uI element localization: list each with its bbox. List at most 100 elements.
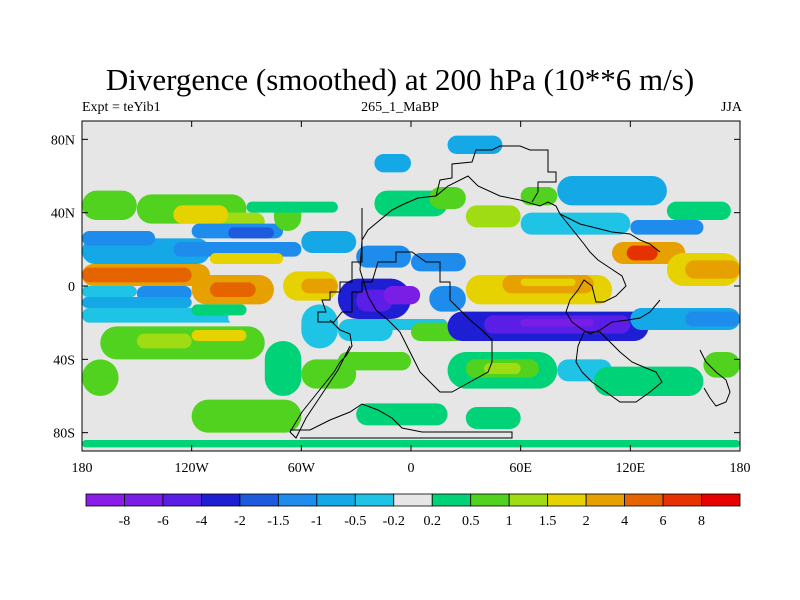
colorbar-label: 6 bbox=[660, 514, 667, 529]
antarctica-coastline bbox=[290, 403, 513, 439]
colorbar-label: -2 bbox=[234, 514, 246, 529]
asia-south-coastline bbox=[559, 213, 661, 335]
colorbar-swatch bbox=[585, 493, 625, 507]
contour-region bbox=[337, 352, 411, 371]
contour-region bbox=[82, 190, 137, 220]
colorbar-swatch bbox=[85, 493, 125, 507]
contour-region bbox=[356, 245, 411, 268]
contour-region bbox=[228, 308, 302, 327]
run-label: 265_1_MaBP bbox=[361, 100, 439, 115]
contour-region bbox=[383, 286, 421, 305]
y-tick-label: 40S bbox=[53, 353, 75, 368]
contour-region bbox=[626, 245, 658, 261]
colorbar-label: -0.2 bbox=[383, 514, 405, 529]
colorbar-swatch bbox=[162, 493, 202, 507]
colorbar-label: 1.5 bbox=[539, 514, 557, 529]
colorbar-label: -8 bbox=[119, 514, 131, 529]
contour-region bbox=[447, 135, 503, 154]
colorbar-label: -6 bbox=[157, 514, 169, 529]
eurasia-north-coastline bbox=[435, 145, 557, 203]
colorbar-label: -1.5 bbox=[267, 514, 289, 529]
africa-europe-coastline bbox=[317, 175, 661, 393]
contour-region bbox=[557, 176, 667, 206]
contour-region bbox=[82, 440, 740, 448]
colorbar-label: -0.5 bbox=[344, 514, 366, 529]
contour-region bbox=[593, 366, 704, 396]
y-tick-label: 40N bbox=[51, 207, 75, 222]
colorbar-swatch bbox=[662, 493, 702, 507]
colorbar-swatch bbox=[124, 493, 164, 507]
x-tick-label: 60E bbox=[509, 461, 532, 476]
contour-region bbox=[374, 154, 411, 173]
contour-region bbox=[465, 407, 521, 429]
contour-region bbox=[191, 399, 302, 433]
y-tick-label: 0 bbox=[68, 280, 75, 295]
contour-region bbox=[685, 311, 740, 327]
contour-region bbox=[429, 286, 466, 312]
contour-region bbox=[82, 297, 192, 308]
contour-region bbox=[703, 352, 740, 378]
colorbar-label: 1 bbox=[506, 514, 513, 529]
colorbar-swatch bbox=[624, 493, 664, 507]
contour-region bbox=[136, 333, 192, 349]
contour-region bbox=[301, 304, 338, 349]
colorbar-swatch bbox=[201, 493, 241, 507]
chart-title: Divergence (smoothed) at 200 hPa (10**6 … bbox=[105, 62, 695, 97]
experiment-label: Expt = teYib1 bbox=[82, 100, 161, 115]
colorbar-swatch bbox=[508, 493, 549, 507]
contour-region bbox=[191, 330, 247, 341]
colorbar-swatch bbox=[239, 493, 279, 507]
x-tick-label: 120W bbox=[175, 461, 210, 476]
contour-region bbox=[264, 341, 302, 396]
x-tick-label: 120E bbox=[616, 461, 646, 476]
x-tick-label: 180 bbox=[730, 461, 751, 476]
colorbar-label: 8 bbox=[698, 514, 705, 529]
contour-region bbox=[191, 304, 247, 316]
season-label: JJA bbox=[720, 100, 742, 115]
contour-region bbox=[520, 187, 558, 206]
contour-region bbox=[429, 187, 466, 209]
y-tick-label: 80S bbox=[53, 427, 75, 442]
contour-region bbox=[465, 205, 521, 228]
contour-region bbox=[82, 231, 156, 246]
colorbar-label: 2 bbox=[583, 514, 590, 529]
contour-region bbox=[520, 212, 631, 235]
contour-region bbox=[356, 403, 448, 426]
x-tick-label: 180 bbox=[72, 461, 93, 476]
south-america-coastline bbox=[289, 319, 353, 439]
colorbar-swatch bbox=[470, 493, 510, 507]
pacific-islands-coastline bbox=[699, 349, 731, 407]
colorbar-label: -1 bbox=[311, 514, 323, 529]
colorbar-label: 0.2 bbox=[423, 514, 441, 529]
x-tick-label: 60W bbox=[288, 461, 316, 476]
contour-region bbox=[685, 260, 740, 279]
contour-region bbox=[520, 278, 576, 286]
contour-region bbox=[82, 286, 137, 297]
contour-region bbox=[666, 201, 731, 220]
contour-region bbox=[209, 282, 256, 297]
contour-region bbox=[301, 278, 338, 294]
contour-region bbox=[301, 231, 357, 253]
contour-region bbox=[82, 359, 119, 396]
colorbar-swatch bbox=[354, 493, 395, 507]
contour-region bbox=[630, 220, 704, 235]
contour-region bbox=[484, 363, 521, 374]
contour-region bbox=[246, 201, 338, 213]
contour-region bbox=[520, 319, 594, 327]
colorbar-swatch bbox=[316, 493, 356, 507]
colorbar-swatch bbox=[393, 493, 433, 507]
colorbar-swatch bbox=[277, 493, 318, 507]
contour-region bbox=[228, 227, 274, 239]
australia-coastline bbox=[575, 331, 663, 403]
x-tick-label: 0 bbox=[408, 461, 415, 476]
colorbar-label: 4 bbox=[621, 514, 628, 529]
colorbar-label: -4 bbox=[196, 514, 208, 529]
colorbar-swatch bbox=[547, 493, 587, 507]
contour-region bbox=[173, 205, 229, 224]
colorbar-label: 0.5 bbox=[462, 514, 480, 529]
y-tick-label: 80N bbox=[51, 133, 75, 148]
colorbar-swatch bbox=[701, 493, 741, 507]
contour-region bbox=[209, 253, 284, 264]
